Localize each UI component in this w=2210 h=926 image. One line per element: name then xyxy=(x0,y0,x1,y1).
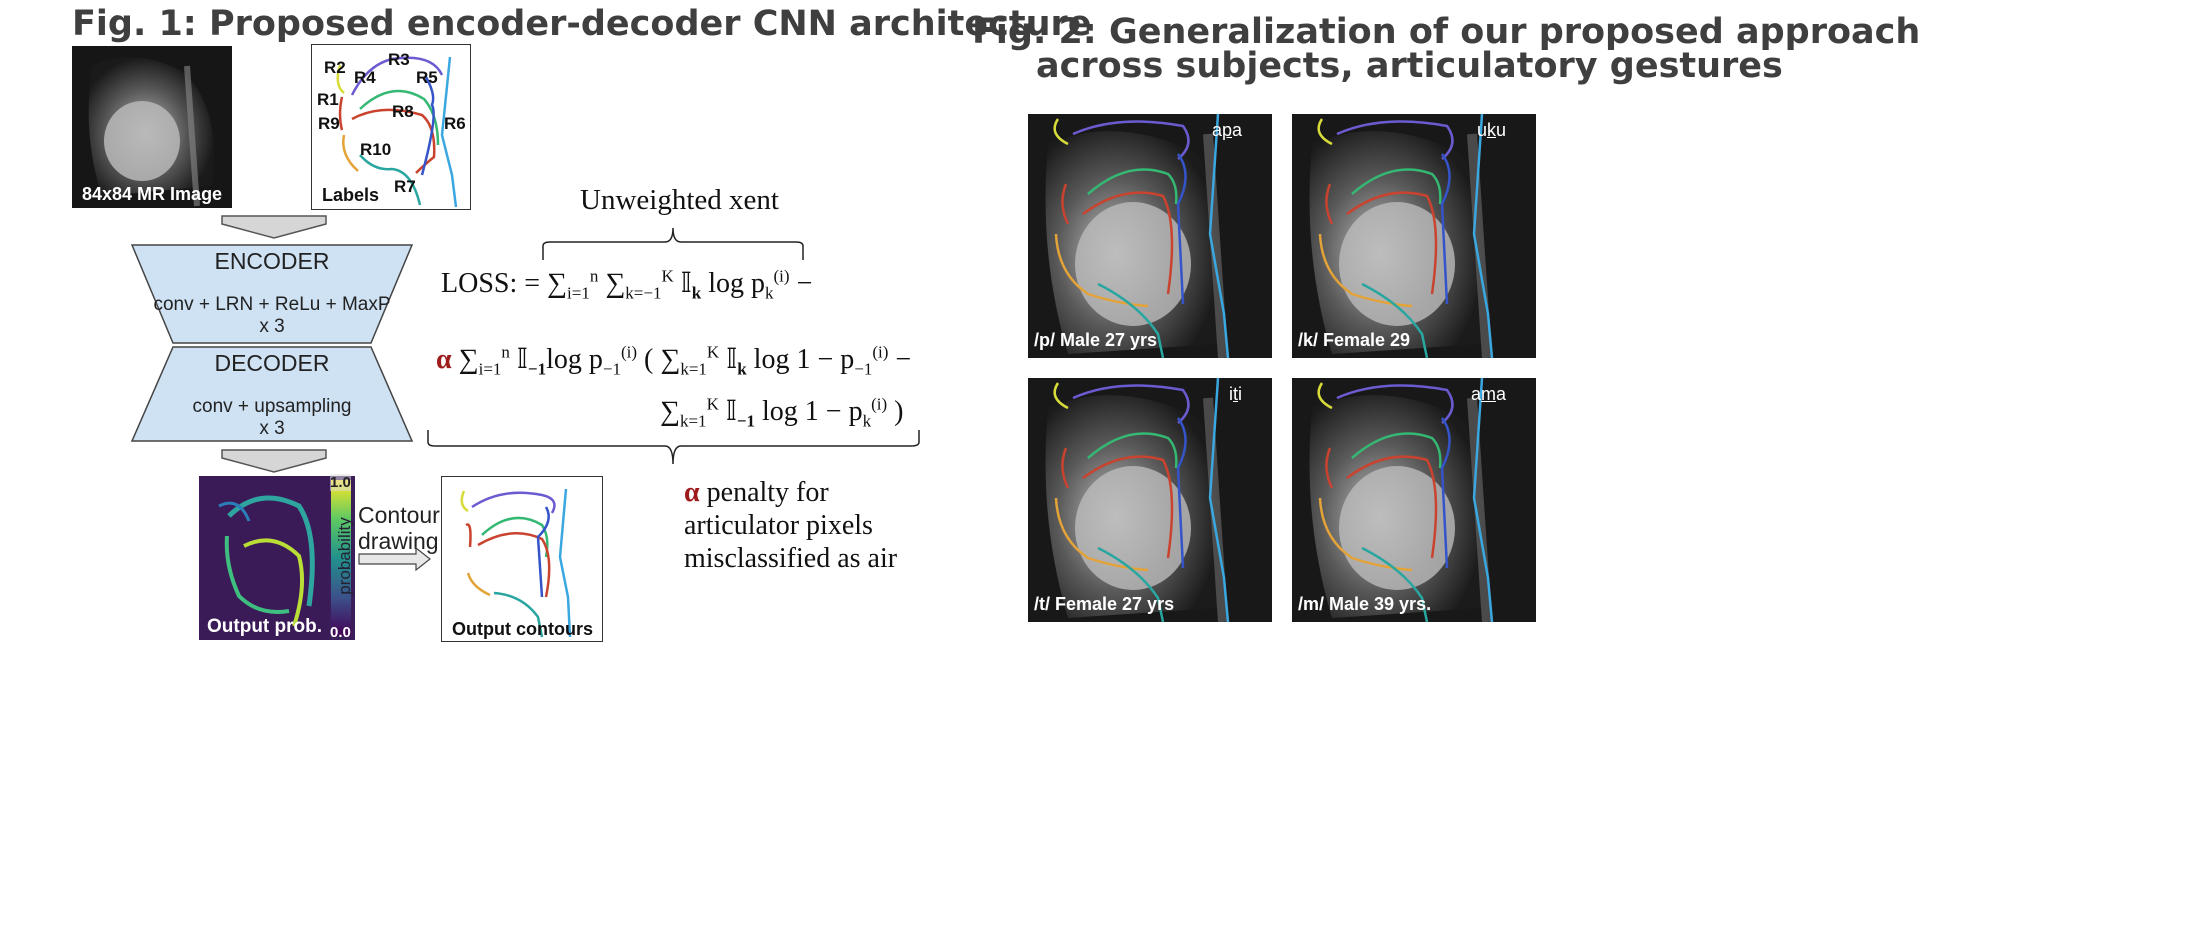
word-prefix: i xyxy=(1228,384,1233,404)
region-label-r9: R9 xyxy=(318,114,340,133)
labels-box: R2 R3 R4 R5 R1 R8 R9 R6 R10 R7 Labels xyxy=(311,44,471,210)
encoder-block xyxy=(131,244,413,344)
word-consonant: m xyxy=(1480,384,1496,404)
loss-alpha: α xyxy=(436,344,452,375)
fig2-panel-caption: /p/ Male 27 yrs xyxy=(1034,330,1158,350)
fig2-panel-word: iti xyxy=(1229,384,1242,405)
loss-line-1: LOSS: = ∑i=1n ∑k=−1K 𝕀k log pk(i) − xyxy=(441,266,812,304)
penalty-text: α penalty for articulator pixels misclas… xyxy=(684,476,897,575)
top-brace xyxy=(542,227,804,260)
labels-caption: Labels xyxy=(322,185,380,205)
fig2-panel: /m/ Male 39 yrs. ama xyxy=(1292,378,1536,622)
region-label-r10: R10 xyxy=(360,140,391,159)
encoder-repeat: x 3 xyxy=(259,316,285,337)
contour-drawing-line1: Contour xyxy=(358,502,440,528)
loss-term-2: ∑i=1n 𝕀−1log p−1(i) ( ∑k=1K 𝕀k log 1 − p… xyxy=(458,342,912,379)
fig2-title-line2: across subjects, articulatory gestures xyxy=(1036,46,1783,86)
loss-line-2: α ∑i=1n 𝕀−1log p−1(i) ( ∑k=1K 𝕀k log 1 −… xyxy=(436,342,911,380)
loss-line-3: ∑k=1K 𝕀−1 log 1 − pk(i) ) xyxy=(660,394,903,432)
output-prob-graphic xyxy=(199,476,329,640)
fig2-panel-word: apa xyxy=(1212,120,1242,141)
penalty-label-1: penalty for xyxy=(706,477,829,508)
colorbar-max: 1.0 xyxy=(330,474,351,491)
output-prob-label: Output prob. xyxy=(207,616,323,637)
unweighted-label: Unweighted xent xyxy=(580,184,779,216)
region-label-r1: R1 xyxy=(317,90,339,109)
labels-contours: R2 R3 R4 R5 R1 R8 R9 R6 R10 R7 xyxy=(317,50,466,208)
fig2-panel-caption: /k/ Female 29 xyxy=(1298,330,1411,350)
region-label-r4: R4 xyxy=(354,68,376,87)
encoder-ops: conv + LRN + ReLu + MaxP xyxy=(153,294,391,315)
output-contours-box: Output contours xyxy=(441,476,603,642)
penalty-label-2: articulator pixels xyxy=(684,510,873,541)
loss-prefix: LOSS: xyxy=(441,268,518,299)
decoder-title: DECODER xyxy=(214,350,330,376)
penalty-label-3: misclassified as air xyxy=(684,543,898,574)
penalty-alpha: α xyxy=(684,477,700,508)
region-label-r8: R8 xyxy=(392,102,414,121)
word-prefix: a xyxy=(1470,384,1481,404)
fig2-panel-graphic xyxy=(1028,114,1272,358)
mr-image: 84x84 MR Image xyxy=(72,46,232,208)
word-suffix: i xyxy=(1238,384,1242,404)
region-label-r7: R7 xyxy=(394,177,416,196)
loss-term-3: ∑k=1K 𝕀−1 log 1 − pk(i) ) xyxy=(660,394,904,431)
word-suffix: a xyxy=(1495,384,1506,404)
fig2-panel-caption: /m/ Male 39 yrs. xyxy=(1298,594,1432,614)
output-prob-map: 1.0 0.0 probability Output prob. xyxy=(199,474,355,641)
word-suffix: a xyxy=(1231,120,1242,140)
fig2-panel-word: ama xyxy=(1471,384,1506,405)
fig2-panel-caption: /t/ Female 27 yrs xyxy=(1034,594,1175,614)
word-consonant: t xyxy=(1232,384,1238,404)
down-arrow-1 xyxy=(221,215,327,239)
region-label-r5: R5 xyxy=(416,68,438,87)
contour-drawing-line2: drawing xyxy=(358,528,439,554)
region-label-r6: R6 xyxy=(444,114,466,133)
encoder-title: ENCODER xyxy=(214,248,330,274)
colorbar-label: probability xyxy=(335,517,354,595)
fig2-panel-graphic xyxy=(1292,378,1536,622)
fig2-title-line1: Fig. 2: Generalization of our proposed a… xyxy=(972,12,1921,52)
word-prefix: a xyxy=(1211,120,1222,140)
fig2-panel: /t/ Female 27 yrs iti xyxy=(1028,378,1272,622)
fig2-panel-graphic xyxy=(1292,114,1536,358)
word-consonant: p xyxy=(1221,120,1232,140)
colorbar-min: 0.0 xyxy=(330,624,351,641)
fig1-title: Fig. 1: Proposed encoder-decoder CNN arc… xyxy=(72,4,1092,44)
output-contours-label: Output contours xyxy=(452,619,593,639)
penalty-line-1: α penalty for xyxy=(684,476,897,509)
region-label-r3: R3 xyxy=(388,50,410,69)
colorbar xyxy=(331,480,351,636)
fig2-panel-graphic xyxy=(1028,378,1272,622)
down-arrow-2 xyxy=(221,449,327,473)
fig2-panel: /p/ Male 27 yrs apa xyxy=(1028,114,1272,358)
word-prefix: u xyxy=(1476,120,1487,140)
region-label-r2: R2 xyxy=(324,58,346,77)
word-suffix: u xyxy=(1495,120,1506,140)
fig2-panel-word: uku xyxy=(1477,120,1506,141)
word-consonant: k xyxy=(1486,120,1496,140)
bottom-brace xyxy=(427,430,920,465)
contour-drawing-label: Contour drawing xyxy=(358,502,440,554)
loss-term-1: = ∑i=1n ∑k=−1K 𝕀k log pk(i) − xyxy=(524,266,813,303)
mr-image-graphic xyxy=(72,46,232,208)
decoder-repeat: x 3 xyxy=(259,418,285,439)
fig2-panel: /k/ Female 29 uku xyxy=(1292,114,1536,358)
decoder-ops: conv + upsampling xyxy=(192,396,352,417)
contour-drawing-arrow xyxy=(358,547,431,571)
output-contours-graphic xyxy=(460,488,572,638)
mr-image-label: 84x84 MR Image xyxy=(82,184,223,204)
decoder-block xyxy=(131,346,413,442)
